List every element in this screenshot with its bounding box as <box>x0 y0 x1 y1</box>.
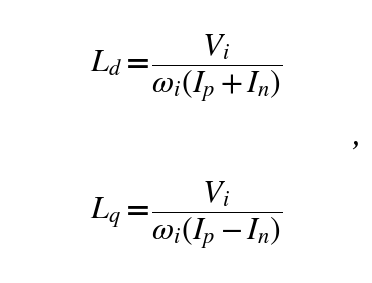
Text: $\boldsymbol{L_{d} = \dfrac{V_{i}}{\omega_{i}(I_{p} + I_{n})}}$: $\boldsymbol{L_{d} = \dfrac{V_{i}}{\omeg… <box>90 32 282 104</box>
Text: $\boldsymbol{L_{q} = \dfrac{V_{i}}{\omega_{i}(I_{p} - I_{n})}}$: $\boldsymbol{L_{q} = \dfrac{V_{i}}{\omeg… <box>90 179 282 251</box>
Text: ,: , <box>353 120 362 152</box>
